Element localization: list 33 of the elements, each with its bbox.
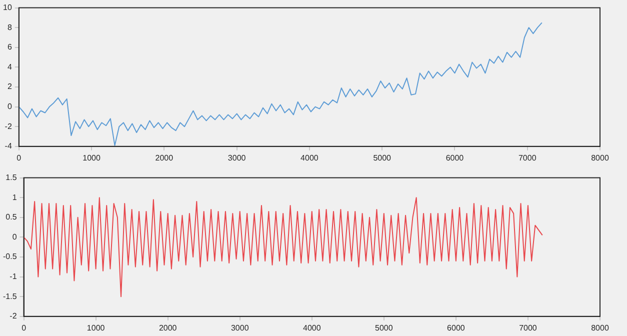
- y-tick-label: 0.5: [6, 212, 18, 222]
- x-tick-label: 7000: [518, 153, 537, 162]
- x-tick-label: 6000: [447, 323, 466, 332]
- y-tick-label: 0: [12, 232, 18, 242]
- y-tick-label: 8: [7, 22, 12, 32]
- y-tick-label: -2: [10, 312, 18, 321]
- y-tick-label: -0.5: [2, 252, 18, 262]
- x-tick-label: 7000: [519, 323, 538, 332]
- x-tick-label: 4000: [302, 323, 322, 332]
- y-tick-label: -2: [4, 122, 12, 131]
- y-tick-label: 10: [2, 3, 12, 12]
- y-tick-label: 0: [7, 102, 12, 112]
- x-tick-label: 2000: [158, 323, 178, 332]
- y-tick-label: 6: [7, 42, 12, 52]
- x-tick-label: 5000: [373, 153, 392, 162]
- x-tick-label: 8000: [591, 153, 610, 162]
- y-tick-label: -4: [4, 142, 12, 151]
- x-tick-label: 8000: [591, 323, 610, 332]
- x-tick-label: 1000: [86, 323, 106, 332]
- x-tick-label: 0: [22, 323, 27, 332]
- x-tick-label: 3000: [230, 323, 250, 332]
- x-tick-label: 1000: [82, 153, 101, 162]
- y-tick-label: -1.5: [2, 292, 18, 301]
- y-tick-label: 1: [12, 192, 18, 202]
- y-tick-label: 1.5: [6, 173, 18, 182]
- x-tick-label: 3000: [228, 153, 246, 162]
- y-tick-label: 2: [7, 82, 12, 92]
- x-tick-label: 6000: [446, 153, 464, 162]
- y-tick-label: -1: [10, 272, 18, 282]
- x-tick-label: 4000: [300, 153, 319, 162]
- x-tick-label: 5000: [375, 323, 394, 332]
- y-tick-label: 4: [7, 62, 12, 72]
- x-tick-label: 2000: [155, 153, 174, 162]
